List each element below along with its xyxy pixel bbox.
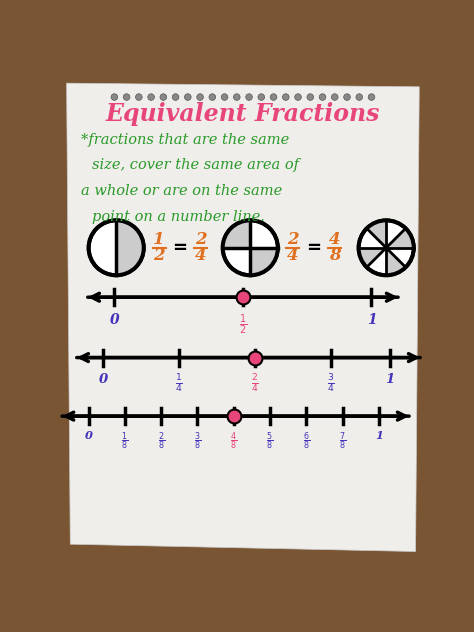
Circle shape [111,94,118,100]
Text: 4: 4 [195,247,207,264]
Circle shape [148,94,155,100]
Circle shape [136,94,142,100]
Text: $\frac{1}{2}$: $\frac{1}{2}$ [239,313,247,337]
Text: 2: 2 [287,231,298,248]
Circle shape [246,94,252,100]
Circle shape [89,221,144,276]
Text: 0: 0 [99,373,108,386]
Text: =: = [172,239,187,257]
Text: size, cover the same area of: size, cover the same area of [92,159,299,173]
Text: 1: 1 [367,313,376,327]
Circle shape [160,94,167,100]
Circle shape [368,94,375,100]
Text: 2: 2 [195,231,207,248]
Circle shape [123,94,130,100]
Text: $\frac{6}{8}$: $\frac{6}{8}$ [303,430,310,452]
Circle shape [359,221,414,276]
Text: $\frac{1}{4}$: $\frac{1}{4}$ [175,373,183,395]
Text: 4: 4 [329,231,341,248]
Text: Equivalent Fractions: Equivalent Fractions [106,102,380,126]
Wedge shape [116,221,144,276]
Text: 8: 8 [329,247,341,264]
Text: $\frac{7}{8}$: $\frac{7}{8}$ [339,430,346,452]
Circle shape [172,94,179,100]
Circle shape [209,94,216,100]
Circle shape [197,94,203,100]
Wedge shape [386,248,406,276]
Text: $\frac{4}{8}$: $\frac{4}{8}$ [230,430,237,452]
Circle shape [221,94,228,100]
Circle shape [283,94,289,100]
Text: 1: 1 [375,430,383,441]
Text: 4: 4 [287,247,298,264]
Text: $\frac{2}{8}$: $\frac{2}{8}$ [158,430,165,452]
Text: 2: 2 [154,247,165,264]
Wedge shape [250,248,278,276]
Circle shape [184,94,191,100]
Wedge shape [386,228,414,248]
Circle shape [223,221,278,276]
Circle shape [319,94,326,100]
Text: $\frac{5}{8}$: $\frac{5}{8}$ [266,430,273,452]
Text: point on a number line.: point on a number line. [92,210,265,224]
Text: 0: 0 [109,313,119,327]
Text: =: = [306,239,321,257]
Text: $\frac{3}{8}$: $\frac{3}{8}$ [194,430,201,452]
Circle shape [331,94,338,100]
Circle shape [258,94,264,100]
Circle shape [295,94,301,100]
Text: a whole or are on the same: a whole or are on the same [82,184,283,198]
Wedge shape [223,221,250,248]
Text: 1: 1 [154,231,165,248]
Wedge shape [359,248,386,267]
Text: 1: 1 [385,373,394,386]
Text: $\frac{2}{4}$: $\frac{2}{4}$ [251,373,259,395]
Text: *fractions that are the same: *fractions that are the same [82,133,290,147]
Text: $\frac{3}{4}$: $\frac{3}{4}$ [327,373,335,395]
Text: 0: 0 [85,430,92,441]
Text: $\frac{1}{8}$: $\frac{1}{8}$ [121,430,128,452]
Circle shape [356,94,363,100]
Circle shape [344,94,350,100]
Circle shape [234,94,240,100]
Circle shape [270,94,277,100]
Wedge shape [367,221,386,248]
Polygon shape [66,83,419,552]
Circle shape [307,94,314,100]
